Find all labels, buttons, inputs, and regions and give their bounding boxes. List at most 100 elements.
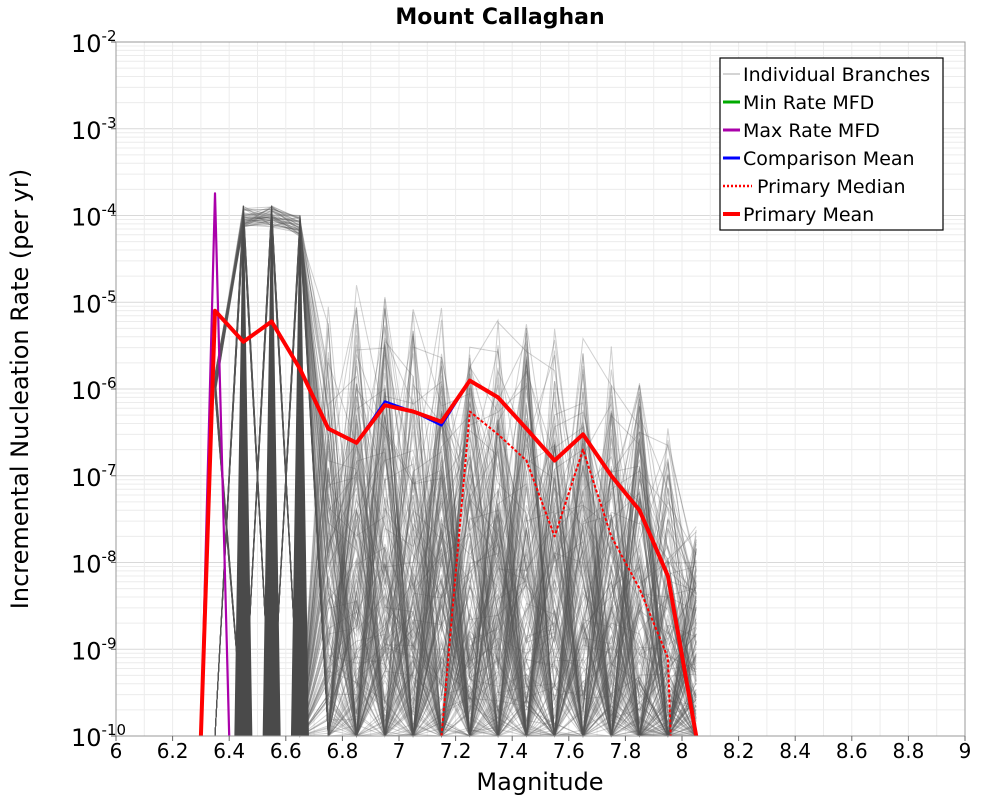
branch-line — [214, 221, 697, 738]
x-tick-label: 6 — [110, 739, 123, 763]
branch-line — [214, 216, 697, 738]
y-tick-label: 10-6 — [71, 374, 117, 405]
legend-label: Max Rate MFD — [743, 120, 880, 142]
branch-line — [215, 214, 697, 737]
branch-line — [215, 220, 697, 738]
branch-line — [215, 215, 697, 738]
y-tick-label: 10-3 — [71, 114, 117, 145]
legend-label: Individual Branches — [743, 64, 930, 86]
y-tick-label: 10-9 — [71, 634, 117, 665]
branch-line — [215, 230, 697, 737]
branch-line — [215, 206, 697, 737]
legend-label: Comparison Mean — [743, 148, 915, 170]
branch-line — [214, 223, 697, 738]
x-tick-label: 6.2 — [157, 739, 189, 763]
branch-spike — [234, 205, 253, 737]
x-tick-label: 6.6 — [270, 739, 302, 763]
branch-line — [214, 205, 697, 737]
legend-box — [719, 57, 944, 231]
grid — [115, 42, 966, 736]
branch-line — [214, 215, 697, 737]
branch-line — [215, 231, 697, 738]
branch-line — [214, 216, 697, 738]
x-tick-label: 8.4 — [779, 739, 811, 763]
branch-line — [214, 219, 697, 738]
x-tick-label: 7.2 — [440, 739, 472, 763]
branch-line — [215, 210, 697, 737]
branch-line — [214, 217, 697, 737]
branch-line — [214, 214, 697, 738]
branch-line — [214, 213, 697, 737]
branch-line — [214, 224, 697, 738]
branch-line — [214, 224, 697, 738]
branch-line — [214, 235, 697, 737]
legend: Individual Branches Min Rate MFD Max Rate … — [719, 57, 944, 231]
branch-line — [214, 220, 697, 738]
branch-line — [214, 205, 697, 737]
x-tick-label: 6.8 — [326, 739, 358, 763]
y-tick-label: 10-4 — [71, 201, 117, 232]
branch-line — [214, 216, 697, 738]
x-tick-label: 8.8 — [892, 739, 924, 763]
branch-line — [215, 205, 697, 738]
branch-line — [214, 216, 697, 738]
branch-line — [214, 236, 697, 737]
y-tick-label: 10-2 — [71, 27, 117, 58]
branch-line — [214, 205, 697, 738]
x-tick-label: 7.4 — [496, 739, 528, 763]
branch-line — [214, 217, 697, 737]
branch-line — [214, 216, 697, 738]
branch-line — [214, 217, 697, 737]
y-tick-label: 10-8 — [71, 548, 117, 579]
branch-line — [214, 219, 697, 738]
y-axis-title: Incremental Nucleation Rate (per yr) — [6, 169, 34, 609]
primary-median-line — [440, 410, 672, 737]
branch-line — [214, 226, 697, 737]
branch-line — [214, 213, 697, 737]
branch-line — [214, 215, 697, 737]
branch-line — [215, 209, 697, 737]
legend-label: Primary Mean — [743, 204, 874, 226]
branch-line — [215, 219, 697, 737]
branch-line — [214, 210, 697, 737]
branch-line — [214, 226, 697, 738]
branch-line — [215, 218, 697, 738]
y-tick-label: 10-10 — [71, 721, 126, 752]
branch-line — [214, 221, 697, 737]
legend-label: Min Rate MFD — [743, 92, 874, 114]
chart-title: Mount Callaghan — [395, 5, 604, 30]
legend-label: Primary Median — [757, 176, 906, 198]
x-axis-ticks: 6 6.2 6.4 6.6 6.8 7 7.2 7.4 7.6 7.8 8 8.2 8.4 8.6 8.8 9 — [110, 736, 972, 763]
x-tick-label: 7 — [393, 739, 406, 763]
x-tick-label: 7.8 — [609, 739, 641, 763]
branch-line — [214, 220, 697, 737]
branch-line — [214, 213, 697, 737]
branch-line — [215, 227, 697, 737]
branch-line — [215, 225, 697, 737]
branch-line — [214, 206, 697, 738]
x-tick-label: 6.4 — [213, 739, 245, 763]
branch-line — [214, 235, 697, 738]
branch-line — [215, 208, 697, 738]
primary-mean-line — [198, 308, 699, 737]
x-axis-title: Magnitude — [476, 768, 603, 796]
branch-line — [215, 218, 697, 738]
branch-line — [214, 226, 697, 738]
branch-line — [214, 223, 697, 737]
branch-line — [214, 218, 697, 738]
branch-line — [214, 226, 697, 737]
branch-line — [214, 214, 697, 737]
branch-line — [214, 220, 697, 738]
branch-line — [215, 213, 697, 737]
x-tick-label: 9 — [959, 739, 972, 763]
summary-lines — [198, 192, 699, 737]
branch-line — [214, 206, 697, 738]
branch-spike — [262, 205, 281, 737]
branch-line — [214, 220, 697, 738]
y-tick-label: 10-5 — [71, 287, 117, 318]
branch-line — [214, 219, 697, 738]
branch-line — [215, 209, 697, 737]
branch-line — [214, 221, 697, 737]
branch-line — [215, 208, 697, 737]
